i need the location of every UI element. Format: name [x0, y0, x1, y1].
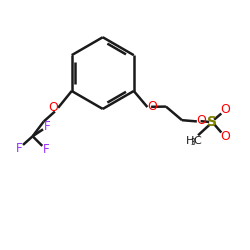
Text: F: F	[44, 120, 51, 133]
Text: F: F	[16, 142, 22, 155]
Text: O: O	[220, 130, 230, 143]
Text: 3: 3	[191, 138, 196, 147]
Text: O: O	[196, 114, 206, 127]
Text: S: S	[207, 115, 217, 129]
Text: O: O	[147, 100, 157, 113]
Text: O: O	[220, 103, 230, 116]
Text: C: C	[194, 136, 201, 146]
Text: F: F	[43, 143, 50, 156]
Text: H: H	[186, 136, 194, 146]
Text: O: O	[49, 100, 58, 114]
